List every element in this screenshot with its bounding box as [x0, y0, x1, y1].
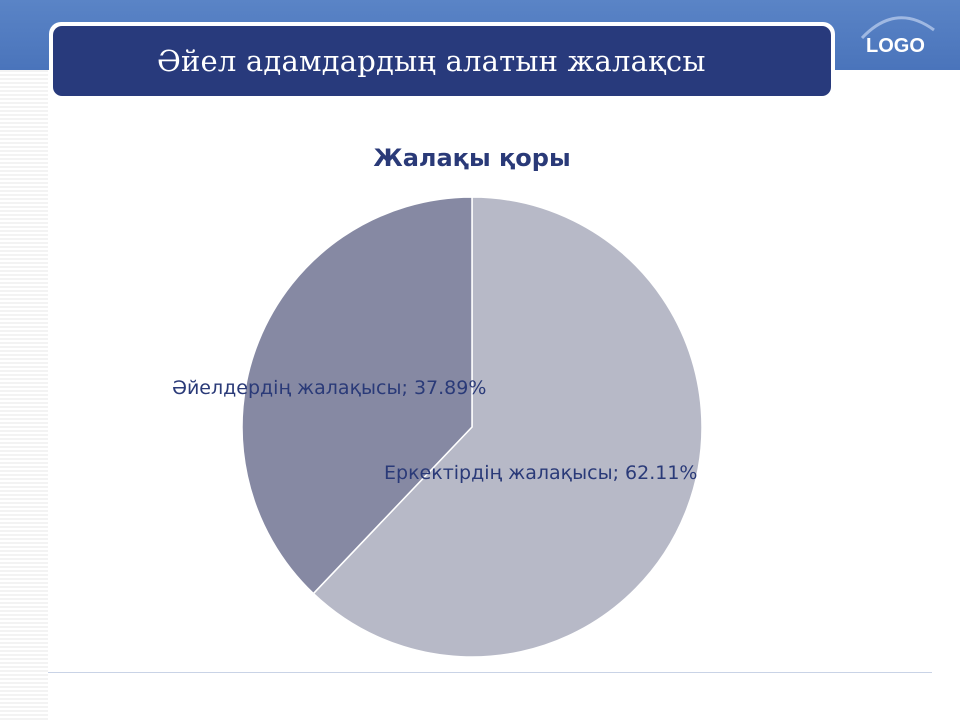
title-bar: Әйел адамдардың алатын жалақсы	[49, 22, 835, 100]
left-decorative-stripe	[0, 70, 48, 720]
logo-arc-icon	[860, 16, 935, 40]
pie-slice-1	[312, 196, 703, 658]
footer-divider	[48, 672, 932, 673]
logo: LOGO	[856, 8, 940, 64]
chart-title: Жалақы қоры	[373, 144, 571, 172]
title-bar-inner: Әйел адамдардың алатын жалақсы	[53, 26, 831, 96]
logo-text: LOGO	[866, 35, 925, 57]
slide-title: Әйел адамдардың алатын жалақсы	[157, 44, 706, 78]
pie-slice-2	[241, 196, 473, 595]
pie-data-label-2: Әйелдердің жалақысы; 37.89%	[172, 377, 486, 399]
pie-data-label-1: Еркектірдің жалақысы; 62.11%	[384, 462, 697, 484]
